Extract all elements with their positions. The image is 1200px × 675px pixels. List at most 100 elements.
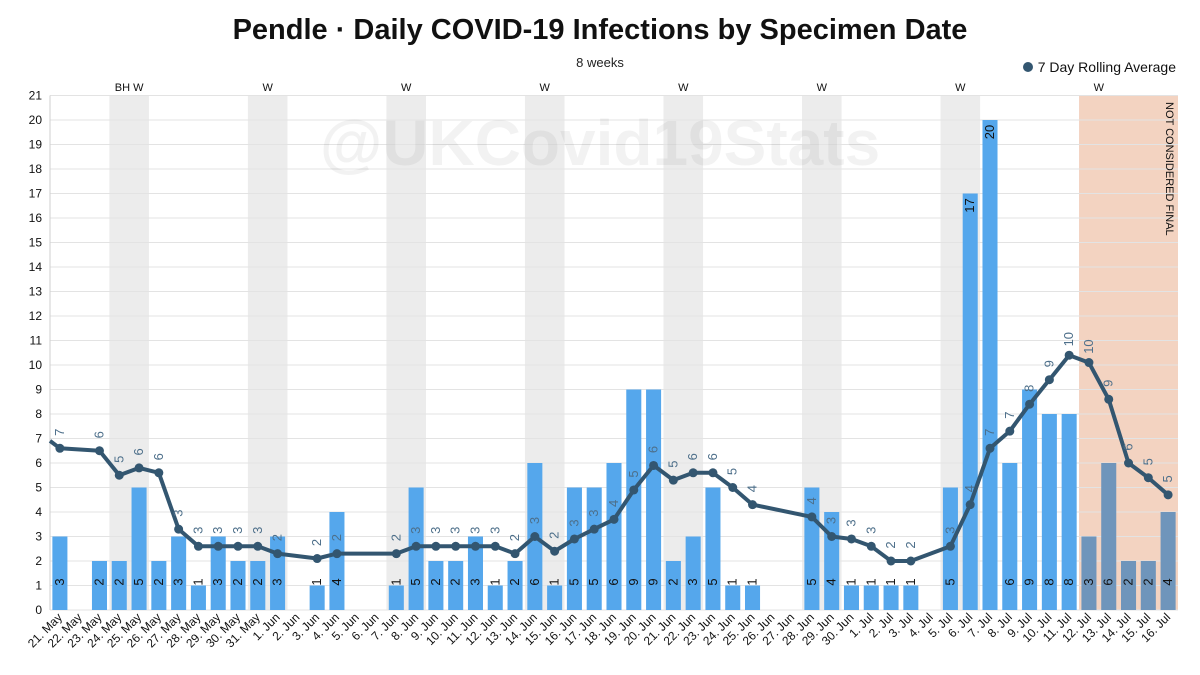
y-tick-label: 8 <box>35 407 42 421</box>
y-tick-label: 1 <box>35 579 42 593</box>
rolling-average-point <box>94 446 104 456</box>
bar-value-label: 17 <box>962 198 977 212</box>
bar <box>547 585 563 610</box>
bar-value-label: 2 <box>1140 578 1155 585</box>
rolling-average-label: 3 <box>824 517 839 524</box>
bar <box>843 585 859 610</box>
y-tick-label: 17 <box>29 187 43 201</box>
bar-value-label: 20 <box>982 125 997 139</box>
bar-value-label: 3 <box>210 578 225 585</box>
y-tick-label: 18 <box>29 162 43 176</box>
bar-value-label: 2 <box>250 578 265 585</box>
rolling-average-label: 5 <box>1140 458 1155 465</box>
rolling-average-label: 6 <box>1121 443 1136 450</box>
rolling-average-point <box>451 541 461 551</box>
rolling-average-point <box>253 541 263 551</box>
rolling-average-label: 5 <box>725 468 740 475</box>
bar-value-label: 3 <box>171 578 186 585</box>
y-tick-label: 0 <box>35 603 42 617</box>
y-tick-label: 20 <box>29 113 43 127</box>
bar <box>250 561 266 610</box>
rolling-average-point <box>273 549 283 559</box>
rolling-average-label: 3 <box>863 527 878 534</box>
bar <box>428 561 444 610</box>
bar-value-label: 2 <box>111 578 126 585</box>
rolling-average-point <box>490 541 500 551</box>
bar-value-label: 2 <box>428 578 443 585</box>
rolling-average-point <box>866 541 876 551</box>
weekend-marker-label: W <box>955 82 966 94</box>
rolling-average-label: 2 <box>270 534 285 541</box>
y-tick-label: 21 <box>29 89 43 103</box>
bar <box>1081 536 1097 610</box>
bar-value-label: 2 <box>91 578 106 585</box>
rolling-average-label: 6 <box>646 446 661 453</box>
y-tick-label: 4 <box>35 505 42 519</box>
bar <box>1101 463 1117 610</box>
rolling-average-label: 2 <box>547 532 562 539</box>
bar <box>665 561 681 610</box>
bar <box>131 487 147 610</box>
rolling-average-point <box>906 556 916 566</box>
rolling-average-point <box>550 546 560 556</box>
rolling-average-label: 3 <box>190 527 205 534</box>
y-tick-label: 14 <box>29 260 43 274</box>
bar-value-label: 5 <box>942 578 957 585</box>
bar-value-label: 1 <box>487 578 502 585</box>
rolling-average-point <box>134 463 144 473</box>
bar-value-label: 1 <box>190 578 205 585</box>
bar-value-label: 8 <box>1041 578 1056 585</box>
bar-value-label: 5 <box>705 578 720 585</box>
rolling-average-point <box>708 468 718 478</box>
bar <box>606 463 622 610</box>
bar <box>745 585 761 610</box>
bar-value-label: 3 <box>52 578 67 585</box>
bar-value-label: 5 <box>408 578 423 585</box>
rolling-average-label: 4 <box>804 497 819 504</box>
weekend-band <box>247 95 288 610</box>
rolling-average-point <box>1163 490 1173 500</box>
y-tick-label: 2 <box>35 554 42 568</box>
rolling-average-label: 2 <box>507 534 522 541</box>
rolling-average-label: 9 <box>1101 380 1116 387</box>
rolling-average-point <box>213 541 223 551</box>
bar <box>883 585 899 610</box>
rolling-average-point <box>312 554 322 564</box>
rolling-average-label: 2 <box>309 539 324 546</box>
rolling-average-label: 3 <box>171 510 186 517</box>
rolling-average-label: 5 <box>111 456 126 463</box>
chart-subtitle: 8 weeks <box>576 55 624 70</box>
rolling-average-label: 4 <box>962 485 977 492</box>
weekend-marker-label: W <box>817 82 828 94</box>
rolling-average-label: 3 <box>527 517 542 524</box>
rolling-average-label: 10 <box>1061 332 1076 346</box>
bar-value-label: 5 <box>804 578 819 585</box>
bar-value-label: 6 <box>1101 578 1116 585</box>
watermark: @UKCovid19Stats <box>320 107 880 179</box>
bar-value-label: 6 <box>606 578 621 585</box>
bar-value-label: 3 <box>270 578 285 585</box>
legend: 7 Day Rolling Average <box>1022 59 1176 75</box>
bar <box>151 561 167 610</box>
rolling-average-point <box>1124 458 1134 468</box>
rolling-average-point <box>1084 358 1094 368</box>
rolling-average-point <box>965 500 975 510</box>
rolling-average-point <box>846 534 856 544</box>
rolling-average-label: 7 <box>52 429 67 436</box>
y-tick-label: 15 <box>29 236 43 250</box>
rolling-average-label: 6 <box>151 453 166 460</box>
bar-value-label: 5 <box>586 578 601 585</box>
rolling-average-label: 3 <box>942 527 957 534</box>
bar <box>91 561 107 610</box>
rolling-average-label: 6 <box>705 453 720 460</box>
bar-value-label: 1 <box>309 578 324 585</box>
bar <box>487 585 503 610</box>
bar-value-label: 9 <box>1022 578 1037 585</box>
bar <box>190 585 206 610</box>
bar-value-label: 1 <box>388 578 403 585</box>
bar <box>111 561 127 610</box>
rolling-average-label: 3 <box>566 519 581 526</box>
bar <box>725 585 741 610</box>
bar-value-label: 6 <box>527 578 542 585</box>
